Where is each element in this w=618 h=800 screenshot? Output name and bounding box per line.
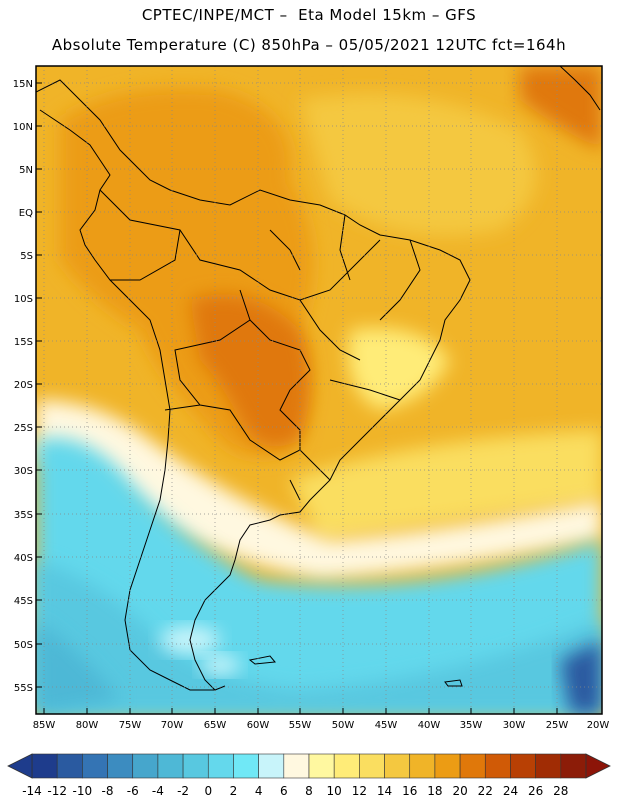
lon-label: 55W <box>289 720 312 731</box>
lat-label: 10N <box>13 122 33 133</box>
lat-label: 30S <box>14 466 33 477</box>
colorbar-swatch <box>434 753 461 779</box>
colorbar-label: 26 <box>528 784 543 798</box>
colorbar-label: 24 <box>503 784 518 798</box>
longitude-labels: 85W 80W 75W 70W 65W 60W 55W 50W 45W 40W … <box>33 720 610 731</box>
lat-label: 45S <box>14 596 33 607</box>
colorbar-label: 2 <box>230 784 238 798</box>
colorbar-low-arrow <box>7 753 33 779</box>
lon-label: 35W <box>460 720 483 731</box>
colorbar-swatch <box>359 753 385 779</box>
colorbar-swatch <box>510 753 536 779</box>
lat-label: 50S <box>14 640 33 651</box>
lon-label: 85W <box>33 720 56 731</box>
colorbar-label: -14 <box>22 784 42 798</box>
lat-label: 40S <box>14 553 33 564</box>
colorbar-high-arrow <box>585 753 611 779</box>
colorbar-swatch <box>258 753 285 779</box>
colorbar-swatch <box>333 753 360 779</box>
colorbar-label: -6 <box>127 784 139 798</box>
colorbar-swatch <box>107 753 134 779</box>
latitude-labels: 15N 10N 5N EQ 5S 10S 15S 20S 25S 30S 35S… <box>13 79 33 694</box>
lon-label: 60W <box>247 720 270 731</box>
lat-label: 25S <box>14 423 33 434</box>
colorbar-label: -2 <box>177 784 189 798</box>
colorbar-swatch <box>157 753 184 779</box>
title-line-1: CPTEC/INPE/MCT – Eta Model 15km – GFS <box>141 6 477 24</box>
lon-label: 40W <box>418 720 441 731</box>
lat-label: 35S <box>14 510 33 521</box>
lon-label: 50W <box>332 720 355 731</box>
coastline <box>36 66 601 691</box>
lon-label: 45W <box>375 720 398 731</box>
lon-label: 70W <box>161 720 184 731</box>
lon-label: 25W <box>546 720 569 731</box>
colorbar-label: 6 <box>280 784 288 798</box>
lat-label: 20S <box>14 380 33 391</box>
temperature-field <box>36 66 602 714</box>
colorbar: -14 -12 -10 -8 -6 -4 -2 0 2 4 6 8 10 12 14 16 18 20 22 24 26… <box>7 753 611 798</box>
lat-lon-grid <box>36 66 602 714</box>
colorbar-swatch <box>384 753 411 779</box>
colorbar-swatch <box>82 753 108 779</box>
colorbar-label: 16 <box>402 784 417 798</box>
colorbar-label: 12 <box>352 784 367 798</box>
colorbar-label: 4 <box>255 784 263 798</box>
colorbar-swatch <box>459 753 486 779</box>
colorbar-label: 14 <box>377 784 392 798</box>
lat-label: 15N <box>13 79 33 90</box>
map-frame <box>35 65 603 715</box>
colorbar-swatches <box>31 753 587 779</box>
colorbar-label: -4 <box>152 784 164 798</box>
colorbar-label: 10 <box>327 784 342 798</box>
lon-label: 80W <box>76 720 99 731</box>
lat-label: 5S <box>20 251 33 262</box>
colorbar-label: 28 <box>553 784 568 798</box>
colorbar-label: -12 <box>47 784 67 798</box>
lon-label: 65W <box>204 720 227 731</box>
colorbar-swatch <box>283 753 310 779</box>
lon-label: 20W <box>587 720 610 731</box>
colorbar-label: 8 <box>305 784 313 798</box>
axis-ticks <box>36 82 558 714</box>
lat-label: 15S <box>14 337 33 348</box>
colorbar-label: 18 <box>427 784 442 798</box>
lat-label: 5N <box>19 165 33 176</box>
colorbar-swatch <box>207 753 234 779</box>
colorbar-swatch <box>535 753 562 779</box>
title-line-2: Absolute Temperature (C) 850hPa – 05/05/… <box>51 36 567 54</box>
colorbar-swatch <box>31 753 58 779</box>
colorbar-label: -8 <box>102 784 114 798</box>
colorbar-swatch <box>132 753 159 779</box>
colorbar-label: 20 <box>452 784 467 798</box>
colorbar-swatch <box>308 753 335 779</box>
colorbar-swatch <box>484 753 511 779</box>
lon-label: 30W <box>503 720 526 731</box>
colorbar-swatch <box>56 753 83 779</box>
lon-label: 75W <box>119 720 142 731</box>
temperature-map: 15N 10N 5N EQ 5S 10S 15S 20S 25S 30S 35S… <box>13 65 610 731</box>
colorbar-swatch <box>233 753 259 779</box>
lat-label: 55S <box>14 683 33 694</box>
colorbar-swatch <box>182 753 209 779</box>
colorbar-label: -10 <box>73 784 93 798</box>
colorbar-swatch <box>560 753 587 779</box>
colorbar-labels: -14 -12 -10 -8 -6 -4 -2 0 2 4 6 8 10 12 14 16 18 20 22 24 26… <box>22 784 568 798</box>
lat-label: 10S <box>14 294 33 305</box>
colorbar-swatch <box>409 753 436 779</box>
lat-label: EQ <box>19 208 33 219</box>
colorbar-label: 22 <box>478 784 493 798</box>
colorbar-label: 0 <box>204 784 212 798</box>
